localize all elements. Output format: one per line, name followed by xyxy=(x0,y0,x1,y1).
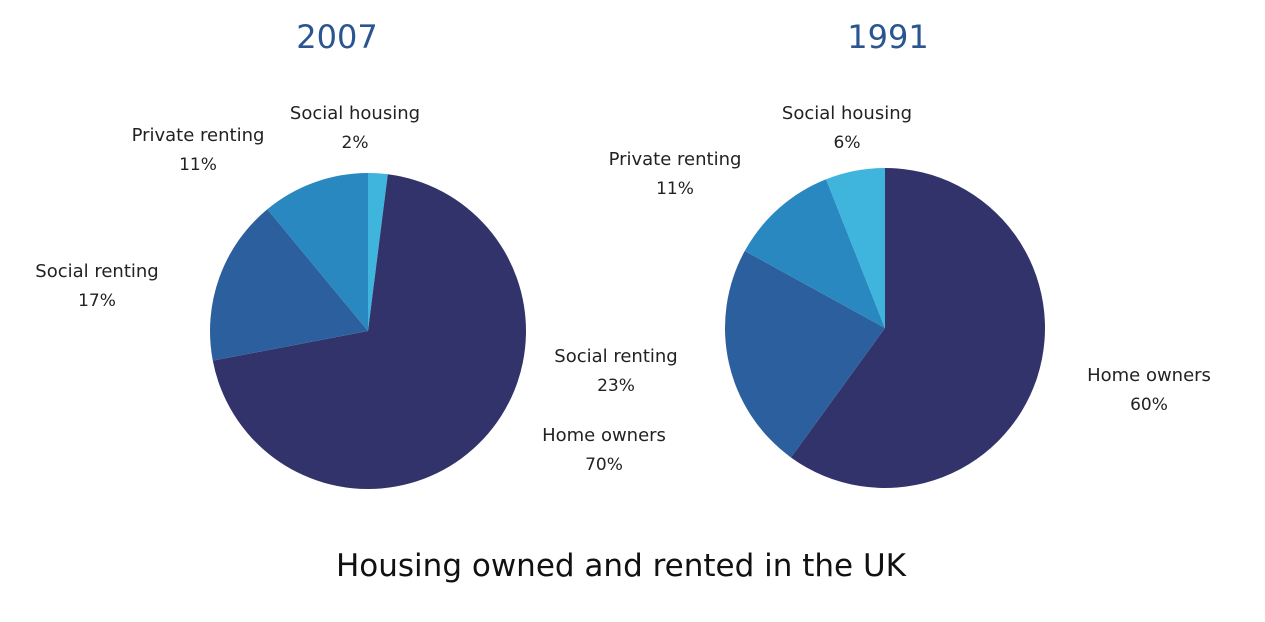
pie-2007-labels: Home owners 70% Social renting 17% Private r… xyxy=(35,103,666,475)
pie-1991-label-private-renting: Private renting xyxy=(609,149,742,170)
pie-1991-slice-home-owners xyxy=(790,168,1045,488)
pie-1991-label-social-housing: Social housing xyxy=(782,103,912,124)
pie-2007-value-private-renting: 11% xyxy=(179,155,217,175)
pie-1991-value-social-housing: 6% xyxy=(834,133,861,153)
pie-2007-slice-private-renting xyxy=(267,173,368,331)
pie-1991-value-home-owners: 60% xyxy=(1130,395,1168,415)
pie-2007 xyxy=(210,173,527,490)
pie-1991-slice-private-renting xyxy=(744,179,885,328)
pie-1991 xyxy=(724,168,1045,488)
pie-1991-label-social-renting: Social renting xyxy=(554,346,677,367)
pie-2007-value-social-housing: 2% xyxy=(342,133,369,153)
pie-2007-label-social-housing: Social housing xyxy=(290,103,420,124)
pie-2007-slice-social-renting xyxy=(210,209,368,361)
pie-2007-slice-social-housing xyxy=(368,173,388,331)
pie-2007-label-home-owners: Home owners xyxy=(542,425,666,446)
pie-2007-title: 2007 xyxy=(296,18,377,56)
pie-1991-value-social-renting: 23% xyxy=(597,376,635,396)
pie-1991-title: 1991 xyxy=(847,18,928,56)
pie-2007-label-social-renting: Social renting xyxy=(35,261,158,282)
pie-2007-value-social-renting: 17% xyxy=(78,291,116,311)
pie-2007-slice-home-owners xyxy=(212,174,527,490)
pie-1991-slice-social-housing xyxy=(826,168,885,328)
pie-2007-label-private-renting: Private renting xyxy=(132,125,265,146)
chart-main-title: Housing owned and rented in the UK xyxy=(336,548,907,584)
pie-1991-label-home-owners: Home owners xyxy=(1087,365,1211,386)
pie-1991-labels: Home owners 60% Social renting 23% Private r… xyxy=(554,103,1211,415)
pie-1991-slice-social-renting xyxy=(724,250,885,458)
pie-2007-value-home-owners: 70% xyxy=(585,455,623,475)
pie-1991-value-private-renting: 11% xyxy=(656,179,694,199)
